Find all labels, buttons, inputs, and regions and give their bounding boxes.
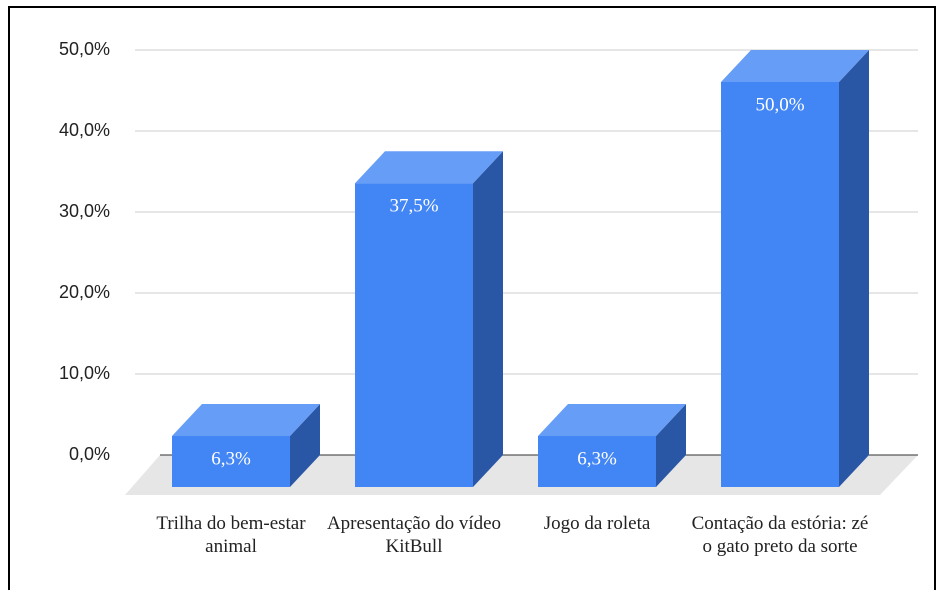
bar-top: [355, 151, 503, 184]
y-tick-label: 50,0%: [59, 39, 110, 59]
bar-side: [839, 50, 869, 487]
bar: [355, 183, 473, 487]
x-tick-label: Contação da estória: zé o gato preto da …: [691, 513, 869, 557]
value-label: 37,5%: [389, 196, 438, 217]
x-tick-label: Jogo da roleta: [543, 513, 651, 534]
y-tick-label: 30,0%: [59, 201, 110, 221]
value-label: 6,3%: [211, 448, 251, 469]
y-tick-label: 10,0%: [59, 363, 110, 383]
bar: [538, 435, 656, 487]
y-tick-label: 20,0%: [59, 282, 110, 302]
x-tick-label: Apresentação do vídeo KitBull: [326, 513, 502, 557]
y-tick-label: 40,0%: [59, 120, 110, 140]
x-tick-label: Trilha do bem-estar animal: [156, 513, 306, 557]
y-tick-label: 0,0%: [69, 444, 110, 464]
bar-side: [473, 151, 503, 487]
bar-side: [656, 403, 686, 487]
floor: [125, 455, 918, 495]
bar-side: [290, 403, 320, 487]
bar-top: [721, 50, 869, 82]
bar-top: [538, 403, 686, 436]
bar: [172, 435, 290, 487]
value-label: 50,0%: [755, 94, 804, 115]
bar-top: [172, 403, 320, 436]
bar: [721, 82, 839, 487]
value-label: 6,3%: [577, 448, 617, 469]
